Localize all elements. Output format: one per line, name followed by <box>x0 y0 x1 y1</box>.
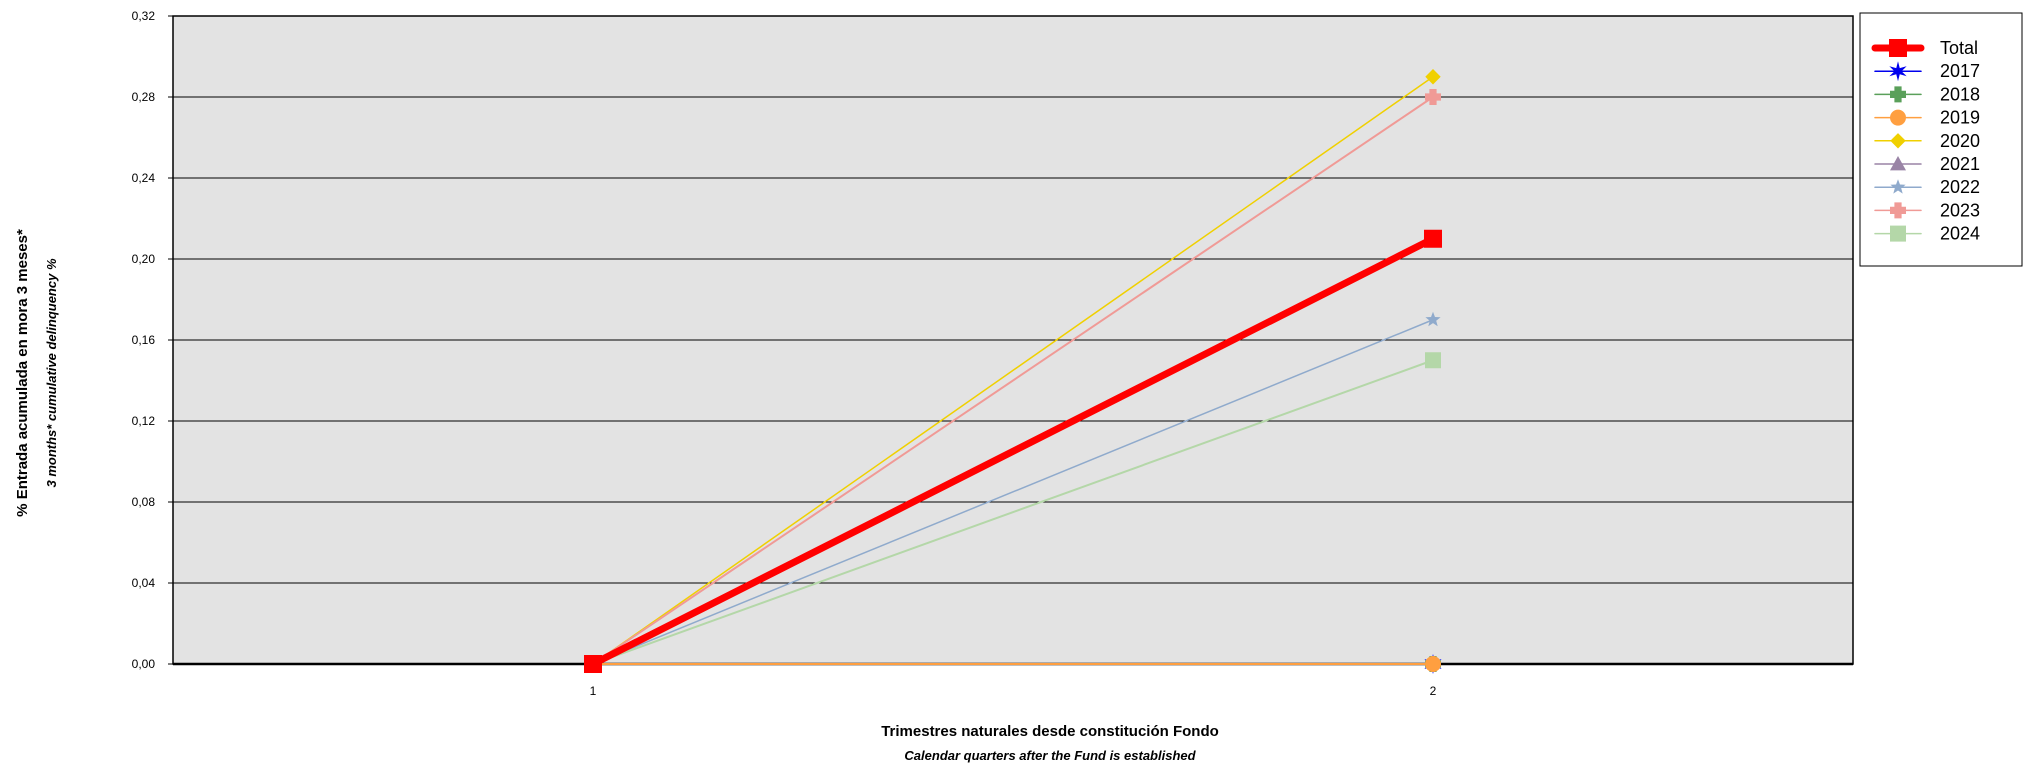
legend-marker-2019 <box>1890 109 1906 126</box>
legend-marker-2022 <box>1890 179 1906 194</box>
x-axis-subtitle: Calendar quarters after the Fund is esta… <box>904 748 1196 763</box>
legend-label-2023: 2023 <box>1940 200 1980 220</box>
legend-label-2017: 2017 <box>1940 61 1980 81</box>
legend-label-2024: 2024 <box>1940 224 1980 244</box>
series-line-total <box>589 235 1437 668</box>
legend-marker-total <box>1889 39 1907 57</box>
series-line-2022 <box>592 319 1434 665</box>
y-tick-label: 0,20 <box>132 252 156 266</box>
data-point-total <box>584 655 602 673</box>
legend-label-2018: 2018 <box>1940 84 1980 104</box>
y-tick-label: 0,28 <box>132 90 156 104</box>
y-tick-label: 0,08 <box>132 495 156 509</box>
y-tick-labels: 0,00 0,04 0,08 0,12 0,16 0,20 0,24 0,28 0,32 <box>132 9 156 671</box>
legend-box <box>1859 12 2023 267</box>
y-tick-label: 0,32 <box>132 9 156 23</box>
x-axis-title: Trimestres naturales desde constitución … <box>881 723 1219 740</box>
legend-label-total: Total <box>1940 38 1978 58</box>
y-tick-label: 0,16 <box>132 333 156 347</box>
y-axis-subtitle: 3 months* cumulative delinquency % <box>44 258 59 487</box>
x-tick-label: 1 <box>590 684 597 698</box>
y-tick-label: 0,00 <box>132 657 156 671</box>
y-tick-label: 0,24 <box>132 171 156 185</box>
y-tick-label: 0,04 <box>132 576 156 590</box>
data-point-2020 <box>1425 69 1441 85</box>
legend-label-2022: 2022 <box>1940 177 1980 197</box>
series-lines <box>589 76 1437 668</box>
legend-marker-2018 <box>1890 86 1906 103</box>
legend-label-2020: 2020 <box>1940 131 1980 151</box>
legend-marker-2023 <box>1890 202 1906 219</box>
legend-marker-2021 <box>1890 156 1906 171</box>
legend-marker-2020 <box>1890 133 1906 149</box>
legend-label-2019: 2019 <box>1940 108 1980 128</box>
data-point-2022 <box>1425 311 1441 327</box>
series-line-2020 <box>592 76 1434 665</box>
data-point-2019 <box>1425 656 1441 672</box>
x-tick-label: 2 <box>1430 684 1437 698</box>
data-point-2024 <box>1425 352 1441 369</box>
data-point-total <box>1424 229 1442 248</box>
series-line-2023 <box>592 96 1434 665</box>
data-point-2023 <box>1425 89 1441 105</box>
series-line-2024 <box>592 359 1434 665</box>
legend: Total 2017 2018 2019 2020 2021 2022 2023 2024 <box>1859 12 2023 267</box>
legend-marker-2017 <box>1889 61 1907 82</box>
y-axis-title: % Entrada acumulada en mora 3 meses* <box>14 229 31 517</box>
y-tick-label: 0,12 <box>132 414 156 428</box>
gridlines <box>168 15 1853 666</box>
legend-label-2021: 2021 <box>1940 154 1980 174</box>
series-markers <box>584 69 1442 674</box>
legend-marker-2024 <box>1890 225 1906 242</box>
